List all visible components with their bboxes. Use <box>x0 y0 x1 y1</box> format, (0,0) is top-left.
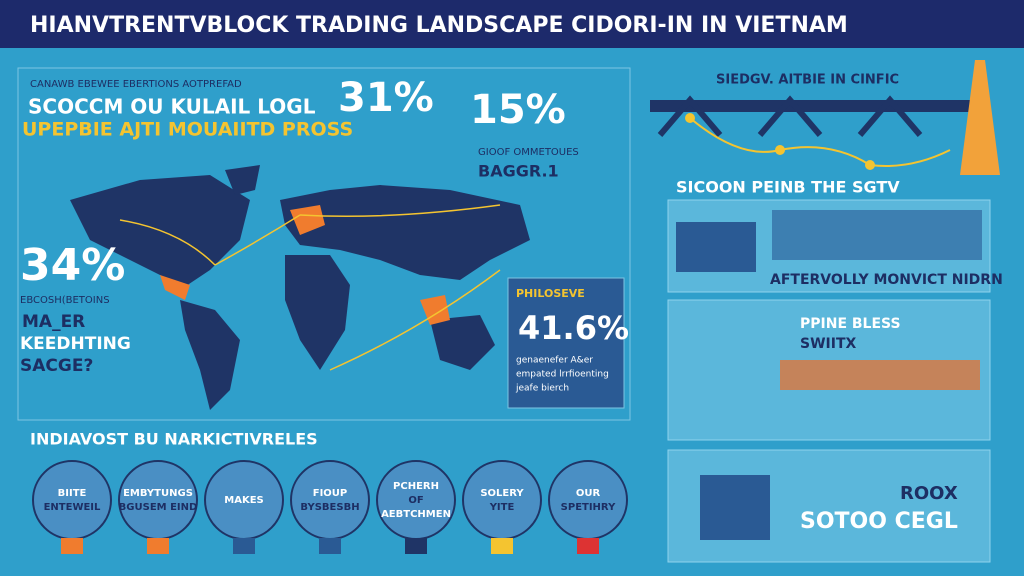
stat-caption: GIOOF OMMETOUES <box>478 147 579 158</box>
category-label: BIITE <box>58 488 87 499</box>
category-circle <box>548 460 628 540</box>
category-label: BYSBESBH <box>300 502 359 513</box>
title: HIANVTRENTVBLOCK TRADING LANDSCAPE CIDOR… <box>30 13 848 38</box>
intro-kicker: CANAWB EBEWEE EBERTIONS AOTPREFAD <box>30 79 242 90</box>
category-icon <box>577 538 599 554</box>
section-title: SICOON PEINB THE SGTV <box>676 178 900 197</box>
box-line: jeafe bierch <box>515 384 569 394</box>
category-label: FIOUP <box>313 488 348 499</box>
category-label: EMBYTUNGS <box>123 488 193 499</box>
bridge-illustration <box>650 60 1010 175</box>
stat-label: BAGGR.1 <box>478 162 559 181</box>
category-label: BGUSEM EIND <box>119 502 198 513</box>
right-label: SIEDGV. AITBIE IN CINFIC <box>716 73 899 88</box>
box-line: genaenefer A&er <box>516 356 593 366</box>
category-label: OF <box>408 495 423 506</box>
highlight-box <box>507 277 625 409</box>
intro-line: UPEPBIE AJTI MOUAIITD PROSS <box>22 119 353 141</box>
stat-line: MA_ER <box>22 312 85 332</box>
icon <box>700 475 770 540</box>
icon-grid <box>772 210 982 260</box>
category-label: ENTEWEIL <box>44 502 101 513</box>
header-bar <box>0 0 1024 48</box>
stat-caption: EBCOSH(BETOINS <box>20 295 110 306</box>
category-icon <box>405 538 427 554</box>
panel-caption: AFTERVOLLY MONVICT NIDRN <box>770 272 1003 288</box>
category-circle <box>462 460 542 540</box>
panel-frame <box>17 67 631 421</box>
stat-line: SACGE? <box>20 356 93 376</box>
stat-line: KEEDHTING <box>20 334 131 354</box>
intro-line: SCOCCM OU KULAIL LOGL <box>28 95 316 119</box>
stat: 31% <box>338 75 434 121</box>
category-label: PCHERH <box>393 481 439 492</box>
stat: 15% <box>470 87 566 133</box>
panel-text: SOTOO CEGL <box>800 509 958 534</box>
category-icon <box>319 538 341 554</box>
bottom-heading: INDIAVOST BU NARKICTIVRELES <box>30 430 318 449</box>
category-label: AEBTCHMEN <box>381 509 451 520</box>
map-highlight <box>160 205 450 325</box>
box-kicker: PHILOSEVE <box>516 287 585 300</box>
panel-title: PPINE BLESS <box>800 316 901 332</box>
box-value: 41.6% <box>518 309 629 347</box>
icon <box>676 222 756 272</box>
category-label: OUR <box>576 488 601 499</box>
category-icon <box>491 538 513 554</box>
category-label: MAKES <box>224 495 263 506</box>
panel-text: ROOX <box>900 483 958 504</box>
category-circle <box>118 460 198 540</box>
category-label: YITE <box>489 502 515 513</box>
category-icon <box>61 538 83 554</box>
category-circles: BIITE ENTEWEIL EMBYTUNGS BGUSEM EIND MAKES FI… <box>32 460 628 554</box>
route-lines <box>119 204 501 371</box>
stat: 34% <box>20 240 125 291</box>
category-circle <box>32 460 112 540</box>
panel-subtitle: SWIITX <box>800 336 856 352</box>
category-icon <box>147 538 169 554</box>
category-label: SOLERY <box>480 488 524 499</box>
icon-row <box>780 360 980 390</box>
category-label: SPETIHRY <box>561 502 616 513</box>
category-icon <box>233 538 255 554</box>
box-line: empated lrrfioenting <box>516 370 609 380</box>
category-circle <box>290 460 370 540</box>
